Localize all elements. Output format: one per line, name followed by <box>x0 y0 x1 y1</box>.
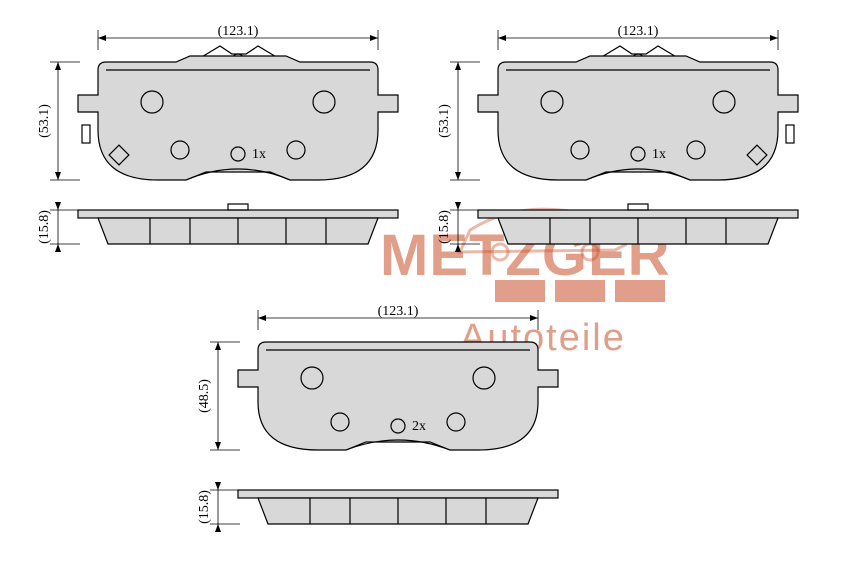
dim-thick-b: (15.8) <box>197 490 212 524</box>
qty-tl: 1x <box>252 147 266 162</box>
qty-b: 2x <box>412 419 426 434</box>
dim-height-b: (48.5) <box>197 379 212 413</box>
dim-width-tr: (123.1) <box>618 24 659 39</box>
view-top-left: (123.1) (53.1) 1x <box>37 24 398 180</box>
dim-width-tl: (123.1) <box>218 24 259 39</box>
dim-thick-tr: (15.8) <box>437 210 452 244</box>
qty-tr: 1x <box>652 147 666 162</box>
dim-thick-tl: (15.8) <box>37 210 52 244</box>
view-top-left-side: (15.8) <box>37 202 398 252</box>
dim-width-b: (123.1) <box>378 304 419 319</box>
view-bottom-side: (15.8) <box>197 482 558 532</box>
view-top-right: (123.1) (53.1) 1x <box>437 24 798 180</box>
dim-height-tr: (53.1) <box>437 104 452 138</box>
brake-pad-diagram: METZGER Autoteile (123.1) (53.1) <box>0 0 845 576</box>
dim-height-tl: (53.1) <box>37 104 52 138</box>
